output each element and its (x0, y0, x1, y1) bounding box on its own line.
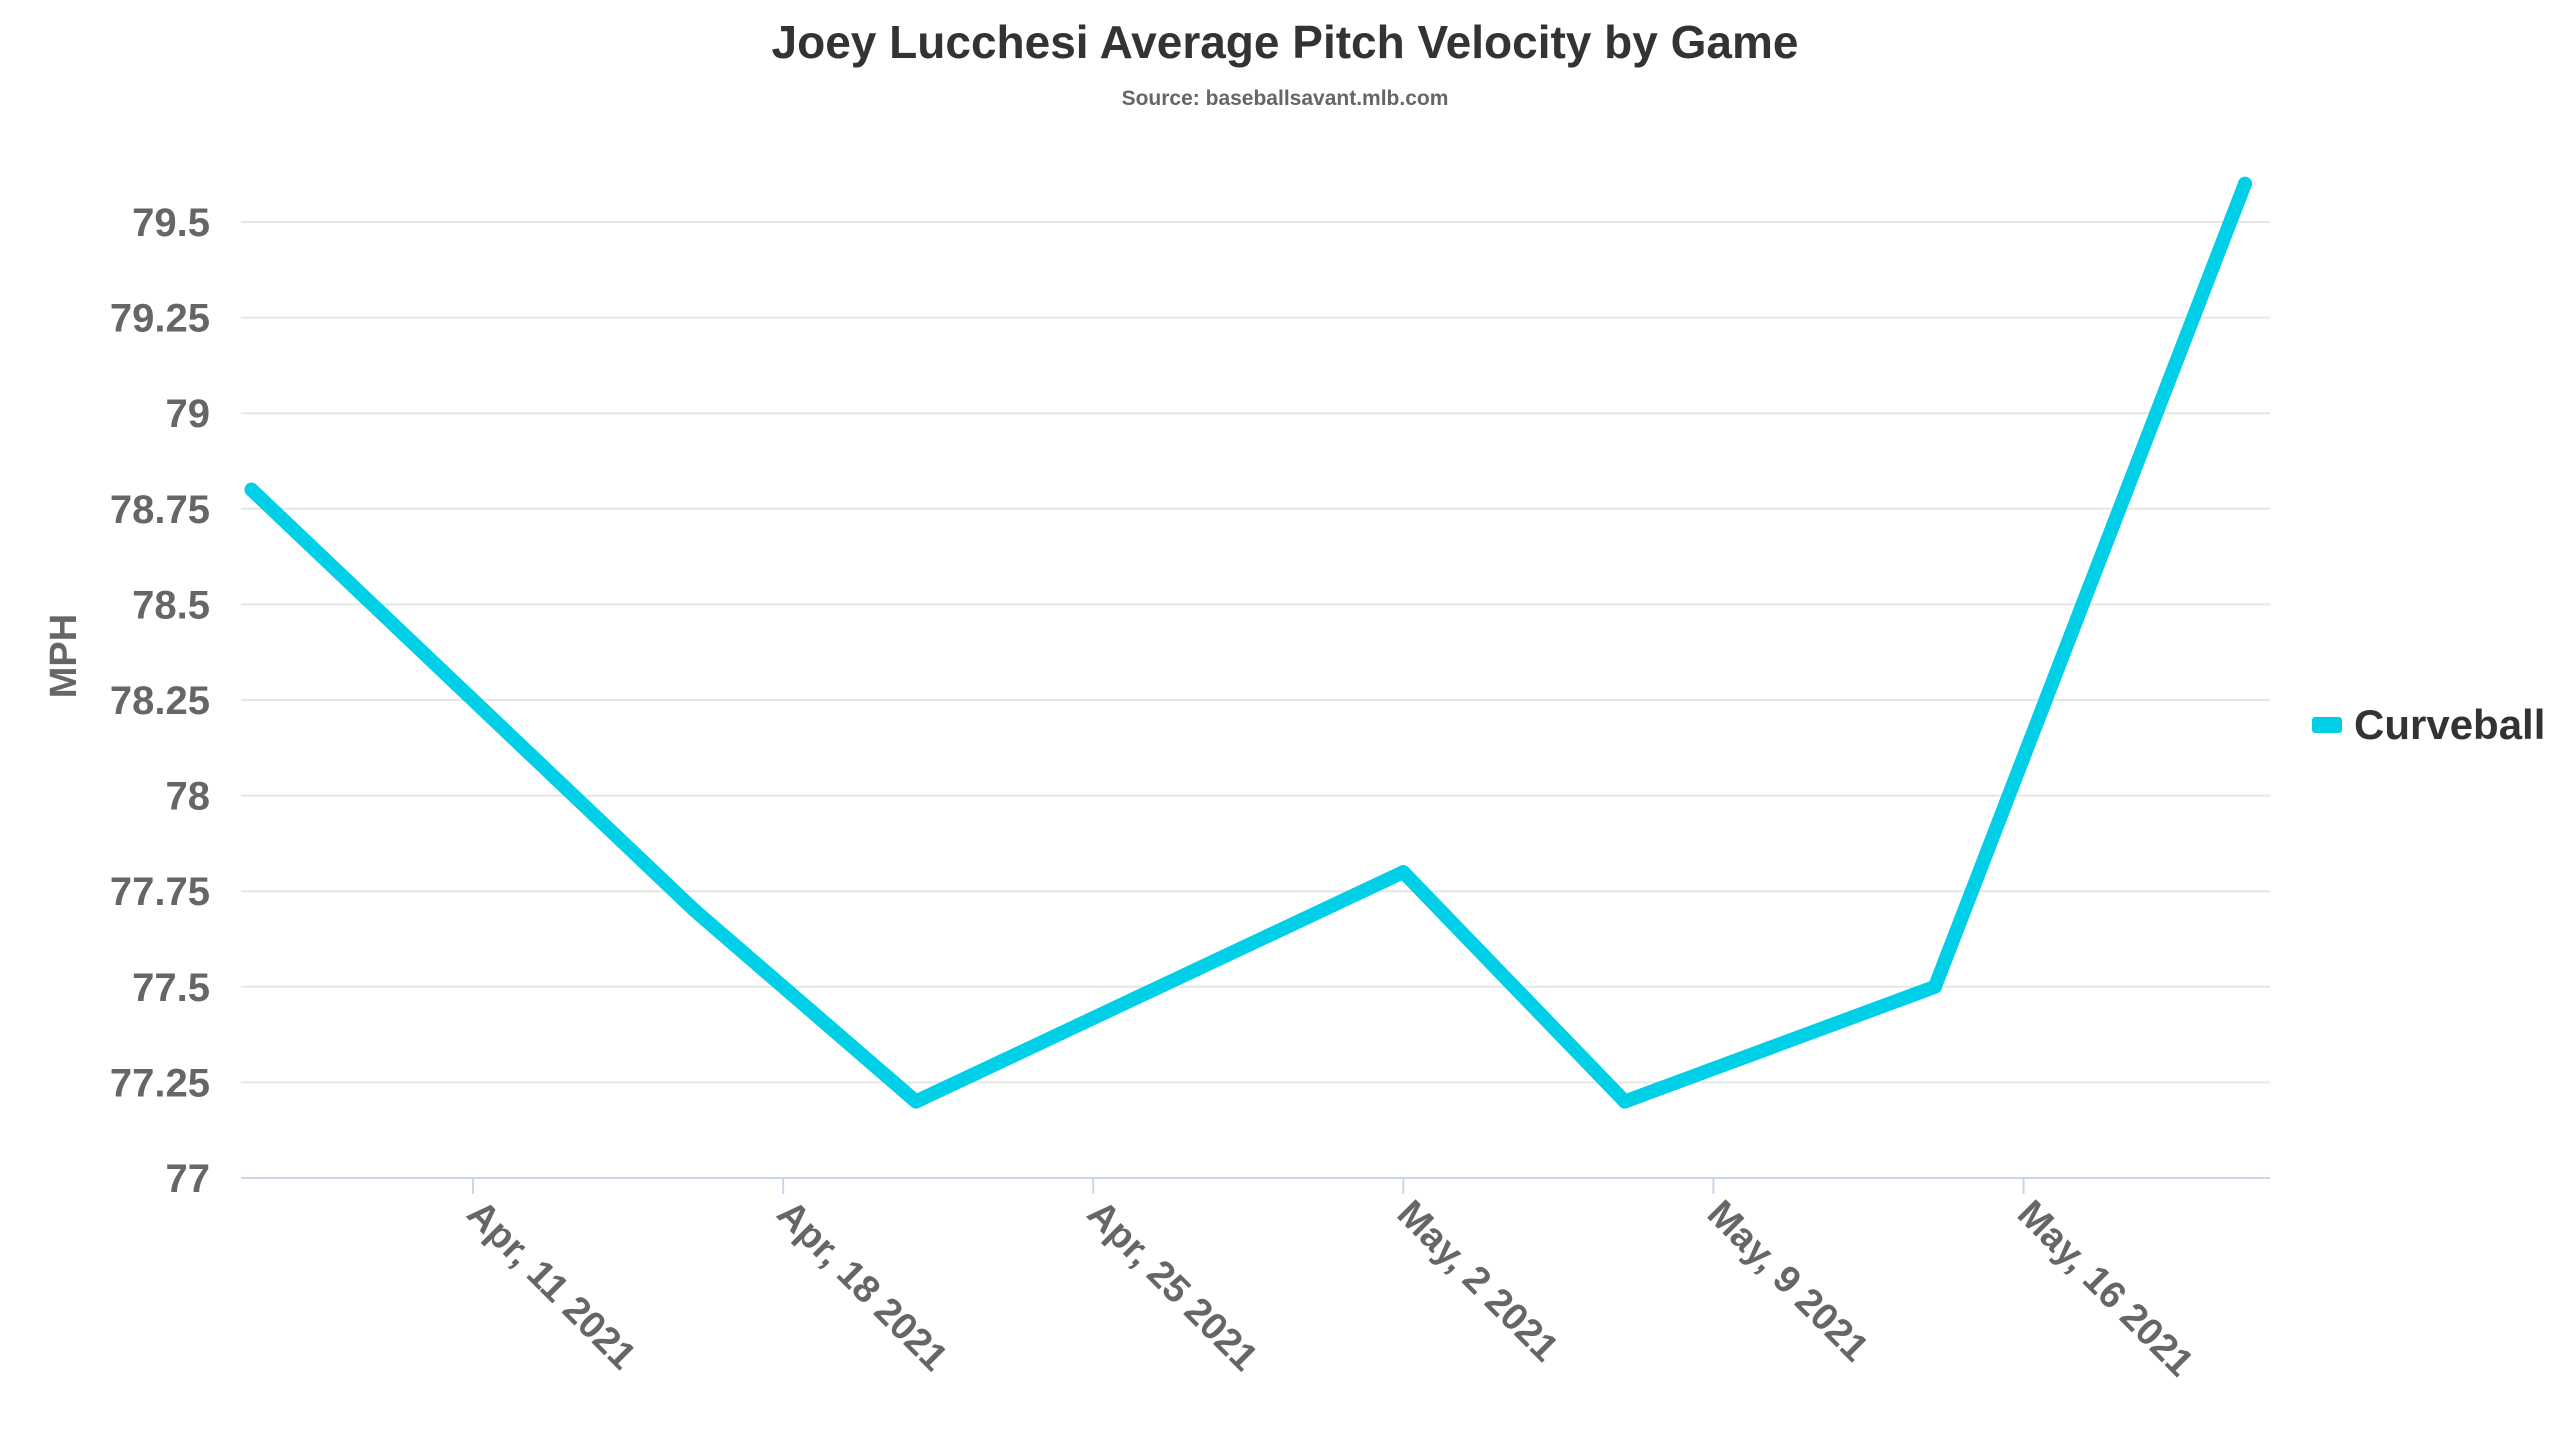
legend[interactable]: Curveball (2312, 701, 2545, 748)
data-point[interactable] (687, 903, 702, 918)
y-axis-ticks: 77 77.25 77.5 77.75 78 78.25 78.5 78.75 79 79.25 7… (110, 201, 210, 1201)
y-tick-label: 78.25 (110, 679, 210, 723)
legend-swatch-curveball (2312, 717, 2342, 733)
x-tick-label: May, 9 2021 (1699, 1193, 1876, 1370)
y-tick-label: 78.5 (132, 583, 210, 627)
y-axis-label: MPH (43, 614, 85, 698)
y-tick-label: 78.75 (110, 488, 210, 532)
data-point[interactable] (1927, 979, 1942, 994)
data-point[interactable] (244, 482, 259, 497)
y-tick-label: 79 (166, 392, 211, 436)
y-tick-label: 77.25 (110, 1061, 210, 1105)
chart-title: Joey Lucchesi Average Pitch Velocity by … (772, 16, 1799, 68)
x-tick-label: May, 16 2021 (2009, 1193, 2201, 1385)
data-point[interactable] (909, 1094, 923, 1109)
chart-subtitle: Source: baseballsavant.mlb.com (1122, 87, 1449, 110)
x-axis-ticks: Apr, 11 2021 Apr, 18 2021 Apr, 25 2021 May,… (459, 1178, 2201, 1385)
x-tick-label: May, 2 2021 (1389, 1193, 1566, 1370)
y-tick-label: 78 (166, 775, 211, 819)
data-point[interactable] (2238, 176, 2252, 191)
series-line-curveball[interactable] (244, 176, 2252, 1109)
gridlines (241, 221, 2270, 1084)
data-point[interactable] (1617, 1094, 1632, 1109)
legend-label-curveball[interactable]: Curveball (2354, 701, 2545, 748)
x-tick-label: Apr, 11 2021 (459, 1193, 644, 1378)
y-tick-label: 77.5 (132, 966, 210, 1010)
y-tick-label: 79.5 (132, 201, 210, 245)
x-tick-label: Apr, 25 2021 (1079, 1193, 1266, 1380)
x-tick-label: Apr, 18 2021 (769, 1193, 956, 1380)
series-layer (244, 176, 2252, 1109)
y-tick-label: 77 (166, 1157, 211, 1201)
y-tick-label: 79.25 (110, 297, 210, 341)
data-point[interactable] (1396, 865, 1411, 880)
y-tick-label: 77.75 (110, 870, 210, 914)
